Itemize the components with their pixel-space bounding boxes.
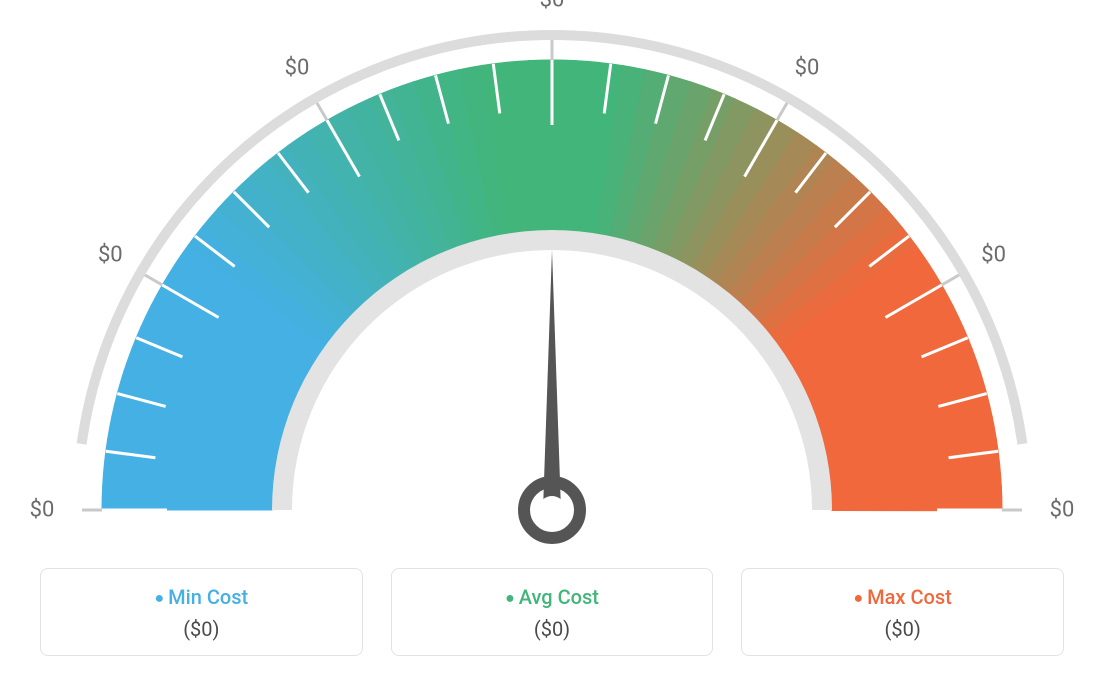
legend-item-avg: Avg Cost ($0): [391, 568, 714, 656]
legend-item-min: Min Cost ($0): [40, 568, 363, 656]
gauge-tick-label: $0: [98, 243, 123, 268]
gauge-needle: [543, 250, 561, 510]
legend-value-max: ($0): [752, 617, 1053, 641]
legend-title-min: Min Cost: [51, 583, 352, 611]
gauge-svg: [0, 0, 1104, 560]
gauge-chart-container: $0 $0 $0 $0 $0 $0 $0 Min Cost ($0) Avg Cost ($…: [0, 0, 1104, 690]
legend-value-avg: ($0): [402, 617, 703, 641]
legend-item-max: Max Cost ($0): [741, 568, 1064, 656]
legend-title-avg: Avg Cost: [402, 583, 703, 611]
legend-value-min: ($0): [51, 617, 352, 641]
gauge-tick-label: $0: [285, 56, 310, 81]
gauge-tick-label: $0: [795, 56, 820, 81]
legend-row: Min Cost ($0) Avg Cost ($0) Max Cost ($0…: [0, 568, 1104, 656]
gauge-tick-label: $0: [30, 498, 55, 523]
gauge-tick-label: $0: [1050, 498, 1075, 523]
legend-title-max: Max Cost: [752, 583, 1053, 611]
gauge-tick-label: $0: [981, 243, 1006, 268]
gauge-area: $0 $0 $0 $0 $0 $0 $0: [0, 0, 1104, 560]
gauge-tick-label: $0: [540, 0, 565, 13]
